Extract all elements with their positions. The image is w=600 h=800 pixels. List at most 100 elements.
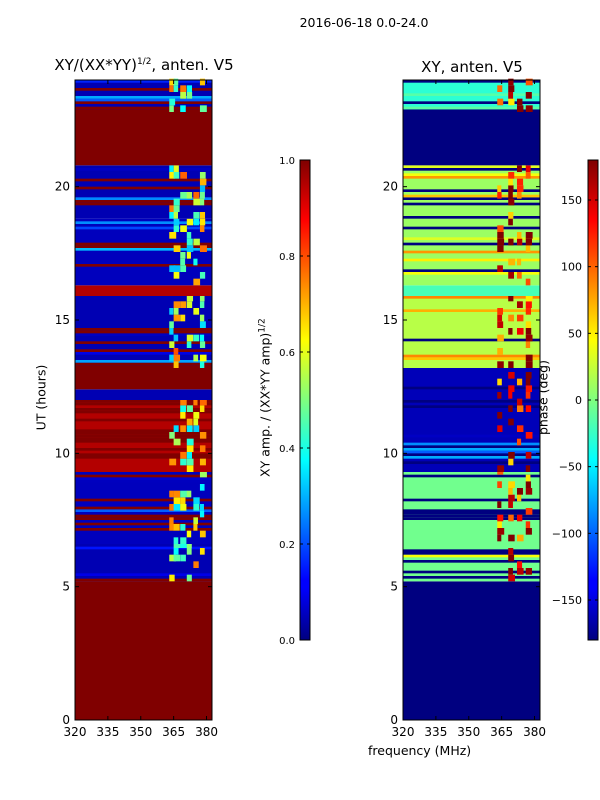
- channel-cell: [497, 412, 503, 419]
- channel-cell: [516, 494, 522, 502]
- time-row: [75, 106, 212, 110]
- time-row: [75, 400, 212, 403]
- channel-cell: [516, 398, 523, 406]
- channel-cell: [186, 452, 192, 459]
- time-row: [75, 410, 212, 414]
- channel-cell: [199, 354, 207, 362]
- channel-cell: [180, 405, 186, 412]
- time-row: [75, 437, 212, 440]
- channel-cell: [508, 185, 514, 192]
- time-row: [403, 176, 540, 179]
- y-tick-label: 15: [55, 313, 70, 327]
- time-row: [75, 248, 212, 251]
- channel-cell: [199, 314, 205, 322]
- channel-cell: [199, 198, 205, 206]
- channel-cell: [173, 490, 181, 498]
- channel-cell: [525, 78, 533, 86]
- time-row: [403, 101, 540, 104]
- channel-cell: [516, 314, 524, 322]
- time-row: [75, 498, 212, 502]
- channel-cell: [199, 548, 205, 555]
- time-row: [75, 453, 212, 456]
- channel-cell: [508, 92, 514, 99]
- channel-cell: [169, 321, 174, 328]
- channel-cell: [508, 392, 513, 399]
- time-row: [403, 453, 540, 456]
- x-tick-label: 365: [162, 725, 185, 739]
- time-row: [403, 512, 540, 515]
- time-row: [75, 168, 212, 171]
- channel-cell: [525, 452, 532, 459]
- channel-cell: [516, 378, 523, 386]
- channel-cell: [186, 465, 194, 472]
- channel-cell: [186, 438, 194, 446]
- channel-cell: [186, 548, 192, 555]
- channel-cell: [186, 458, 194, 466]
- channel-cell: [497, 238, 505, 246]
- channel-cell: [193, 524, 198, 531]
- channel-cell: [173, 308, 179, 315]
- channel-cell: [525, 392, 531, 399]
- time-row: [403, 269, 540, 272]
- channel-cell: [508, 488, 513, 495]
- channel-cell: [186, 334, 194, 342]
- channel-cell: [516, 328, 524, 335]
- time-row: [403, 405, 540, 408]
- time-row: [403, 400, 540, 403]
- channel-cell: [516, 192, 522, 199]
- channel-cell: [199, 321, 206, 328]
- channel-cell: [193, 354, 199, 362]
- channel-cell: [525, 521, 531, 528]
- time-row: [75, 109, 212, 112]
- channel-cell: [169, 85, 174, 92]
- channel-cell: [169, 458, 177, 466]
- channel-cell: [525, 432, 533, 439]
- time-row: [403, 338, 540, 342]
- time-row: [75, 80, 212, 83]
- channel-cell: [497, 245, 504, 252]
- time-row: [403, 357, 540, 360]
- channel-cell: [173, 272, 180, 279]
- y-tick-label: 20: [55, 180, 70, 194]
- time-row: [403, 173, 540, 176]
- channel-cell: [508, 258, 516, 266]
- channel-cell: [193, 212, 200, 219]
- channel-cell: [193, 418, 199, 426]
- channel-cell: [508, 481, 515, 488]
- time-row: [403, 552, 540, 555]
- channel-cell: [497, 378, 502, 386]
- channel-cell: [508, 554, 515, 562]
- time-row: [75, 573, 212, 576]
- channel-cell: [180, 458, 187, 466]
- x-tick-label: 335: [424, 725, 447, 739]
- colorbar-tick-label: 0.2: [279, 540, 295, 551]
- channel-cell: [169, 105, 174, 112]
- channel-cell: [180, 301, 187, 308]
- channel-cell: [199, 185, 206, 192]
- channel-cell: [186, 425, 193, 432]
- x-tick-label: 320: [64, 725, 87, 739]
- colorbar-tick-label: 0.0: [279, 636, 295, 647]
- band-6: [403, 112, 540, 166]
- time-row: [403, 258, 540, 262]
- x-axis-label: frequency (MHz): [368, 743, 472, 758]
- colorbar-tick-label: 100: [561, 261, 582, 274]
- channel-cell: [186, 238, 193, 246]
- channel-cell: [173, 354, 181, 362]
- channel-cell: [193, 192, 200, 199]
- channel-cell: [199, 470, 207, 478]
- channel-cell: [180, 537, 187, 544]
- y-tick-label: 20: [383, 180, 398, 194]
- channel-cell: [525, 278, 531, 286]
- channel-cell: [508, 452, 515, 459]
- channel-cell: [508, 98, 515, 106]
- channel-cell: [186, 92, 193, 99]
- channel-cell: [180, 504, 187, 511]
- channel-cell: [508, 192, 513, 199]
- channel-cell: [525, 92, 532, 99]
- channel-cell: [516, 258, 522, 266]
- channel-cell: [180, 490, 188, 498]
- time-row: [75, 434, 212, 438]
- channel-cell: [516, 272, 522, 279]
- channel-cell: [525, 474, 531, 482]
